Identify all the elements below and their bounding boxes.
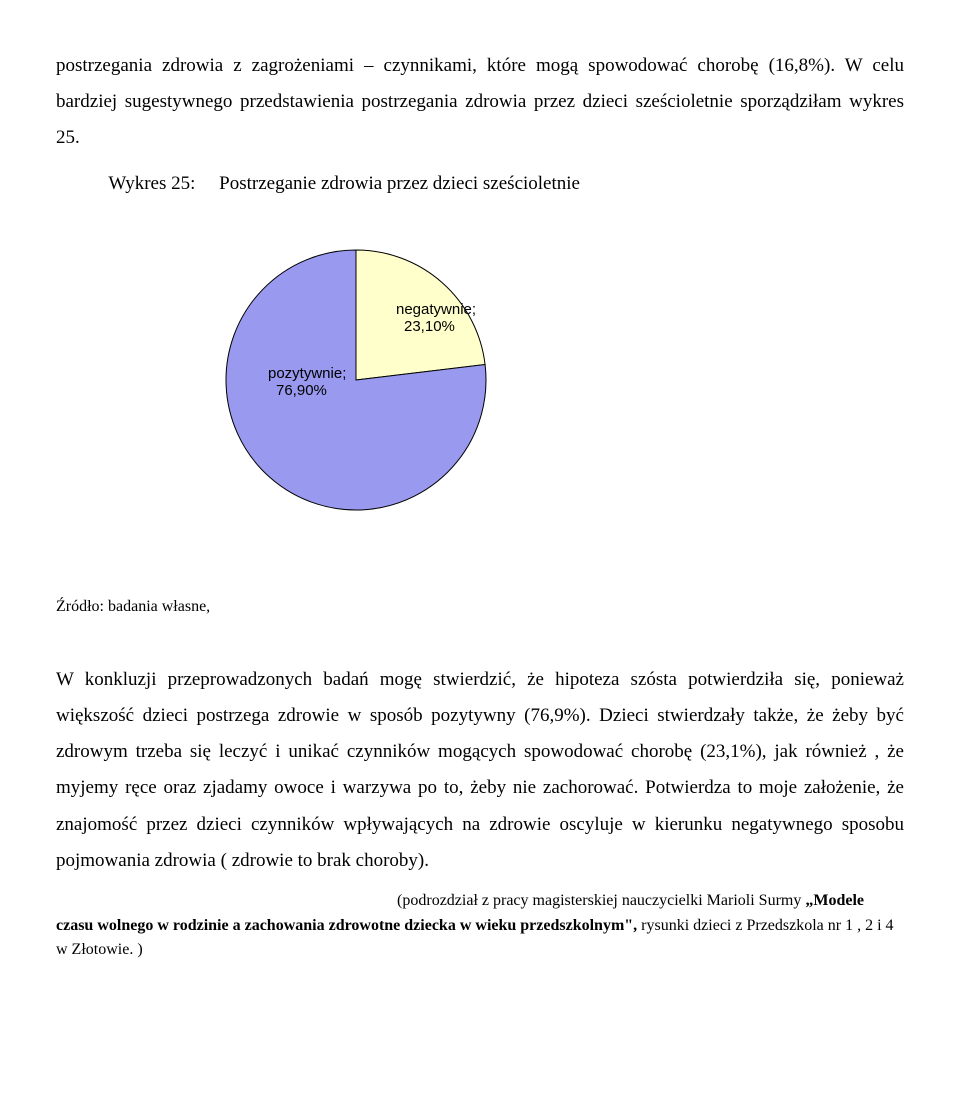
pie-chart-svg: negatywnie;23,10%pozytywnie;76,90% xyxy=(206,230,526,540)
source-line: Źródło: badania własne, xyxy=(56,592,904,622)
figure-caption-prefix: Wykres 25: xyxy=(108,173,195,194)
footer-bold-1a: „Modele xyxy=(805,892,864,909)
intro-paragraph: postrzegania zdrowia z zagrożeniami – cz… xyxy=(56,48,904,156)
footer-bold-1b: czasu wolnego w rodzinie a zachowania zd… xyxy=(56,917,637,934)
figure-caption-text: Postrzeganie zdrowia przez dzieci sześci… xyxy=(219,173,580,194)
pie-chart: negatywnie;23,10%pozytywnie;76,90% xyxy=(206,230,904,551)
conclusion-paragraph: W konkluzji przeprowadzonych badań mogę … xyxy=(56,662,904,879)
footer-right-text: (podrozdział z pracy magisterskiej naucz… xyxy=(397,892,805,909)
figure-caption: Wykres 25: Postrzeganie zdrowia przez dz… xyxy=(56,166,904,202)
footer-note: (podrozdział z pracy magisterskiej naucz… xyxy=(56,889,904,963)
